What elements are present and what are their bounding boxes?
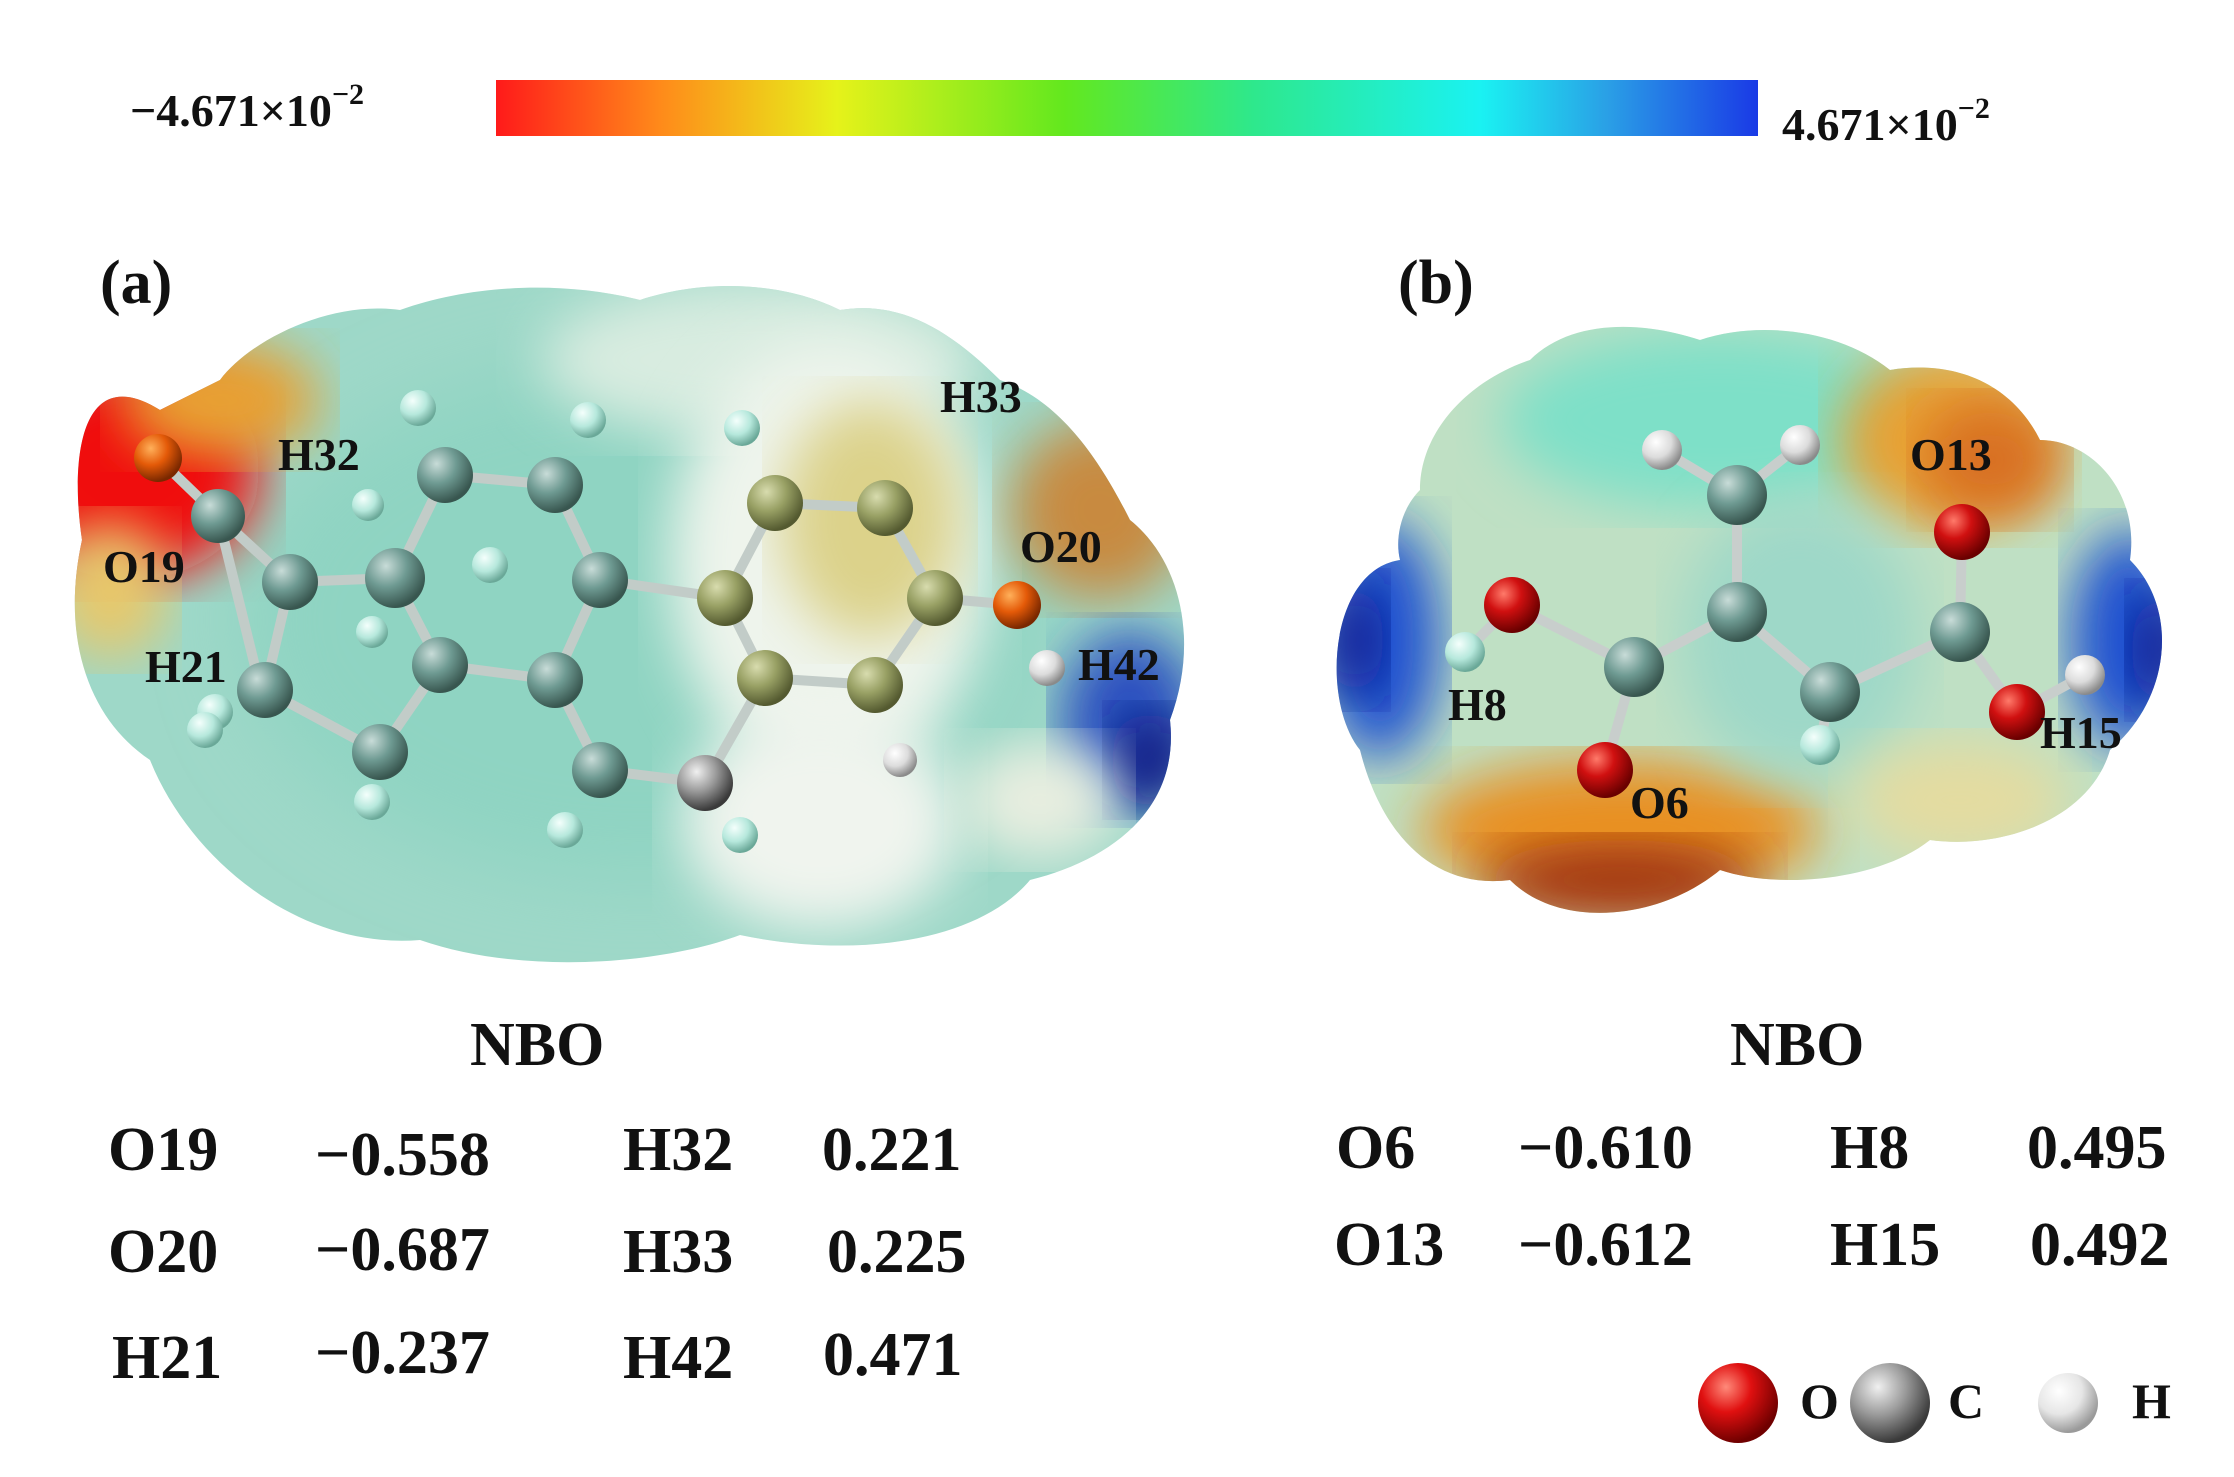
atom-label-h33: H33	[940, 371, 1022, 422]
nbo-a-r2-val2: 0.471	[823, 1321, 963, 1389]
colorbar	[496, 80, 1758, 136]
legend-oxygen-sphere	[1698, 1363, 1778, 1443]
nbo-a-r0-atom1: O19	[108, 1116, 219, 1184]
nbo-b-r1-val2: 0.492	[2030, 1211, 2170, 1279]
nbo-b-r1-val1: −0.612	[1518, 1211, 1693, 1279]
nbo-title-b: NBO	[1730, 1011, 1865, 1079]
legend-oxygen-label: O	[1800, 1373, 1839, 1429]
nbo-b-r0-atom2: H8	[1830, 1114, 1910, 1182]
legend-carbon-sphere	[1850, 1363, 1930, 1443]
atom-label-o6: O6	[1630, 777, 1689, 828]
atom-label-h8: H8	[1448, 679, 1507, 730]
nbo-title-a: NBO	[470, 1011, 605, 1079]
element-legend-spheres	[1698, 1363, 2098, 1443]
atom-label-h32: H32	[278, 429, 360, 480]
nbo-a-r0-val1: −0.558	[315, 1121, 490, 1189]
nbo-a-r2-atom1: H21	[112, 1324, 223, 1392]
colorbar-min-label: −4.671×10−2	[130, 78, 365, 136]
oxygens-a	[134, 434, 1041, 629]
nbo-a-r2-val1: −0.237	[315, 1319, 490, 1387]
nbo-a-r1-val2: 0.225	[827, 1218, 967, 1286]
panel-a-label: (a)	[100, 249, 173, 317]
panel-b-label: (b)	[1398, 249, 1474, 317]
nbo-a-r0-atom2: H32	[623, 1116, 734, 1184]
atom-label-h21: H21	[145, 641, 227, 692]
atom-label-h15: H15	[2040, 707, 2122, 758]
atoms-b	[1445, 425, 2105, 798]
hydrogens-a	[187, 390, 1065, 853]
nbo-a-r1-val1: −0.687	[315, 1216, 490, 1284]
nbo-b-r1-atom1: O13	[1334, 1211, 1445, 1279]
legend-hydrogen-sphere	[2038, 1373, 2098, 1433]
nbo-b-r0-val1: −0.610	[1518, 1114, 1693, 1182]
nbo-b-r1-atom2: H15	[1830, 1211, 1941, 1279]
colorbar-max-label: 4.671×10−2	[1782, 92, 1990, 150]
nbo-a-r2-atom2: H42	[623, 1324, 734, 1392]
atom-label-h42: H42	[1078, 639, 1160, 690]
legend-hydrogen-label: H	[2132, 1373, 2171, 1429]
atom-label-o20: O20	[1020, 521, 1102, 572]
atom-label-o13: O13	[1910, 429, 1992, 480]
carbons-a	[191, 447, 963, 811]
nbo-b-r0-val2: 0.495	[2027, 1114, 2167, 1182]
nbo-b-r0-atom1: O6	[1336, 1114, 1416, 1182]
nbo-a-r1-atom1: O20	[108, 1218, 219, 1286]
esp-surface-a	[74, 286, 1185, 963]
legend-carbon-label: C	[1948, 1373, 1985, 1429]
nbo-a-r1-atom2: H33	[623, 1218, 734, 1286]
atom-label-o19: O19	[103, 541, 185, 592]
nbo-a-r0-val2: 0.221	[822, 1116, 962, 1184]
